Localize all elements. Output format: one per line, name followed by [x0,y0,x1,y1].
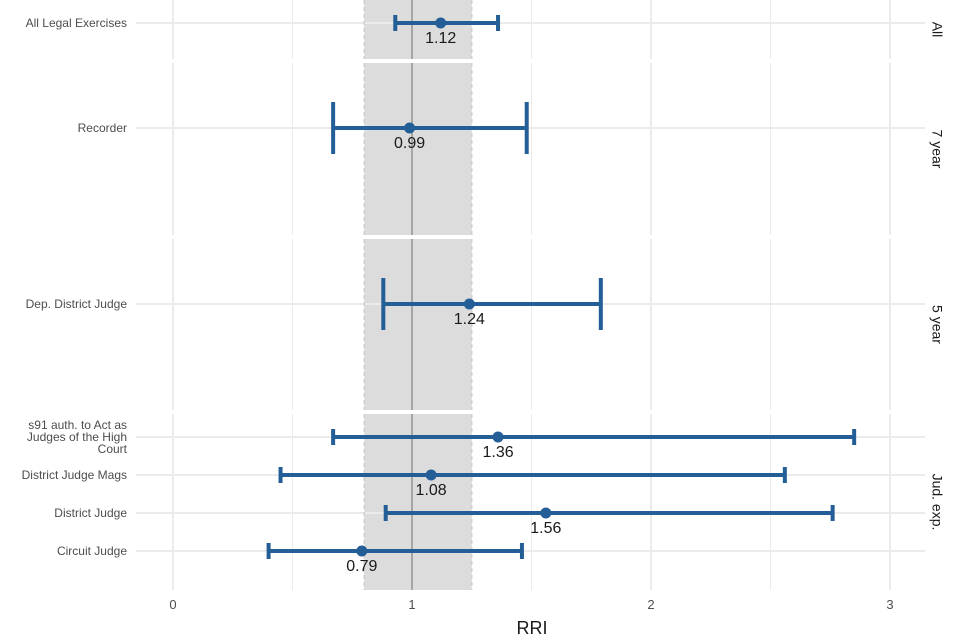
category-label: District Judge [54,506,127,520]
category-label: All Legal Exercises [26,16,127,30]
estimate-point [435,17,447,29]
facet-label: 7 year [929,130,945,169]
x-tick-label: 1 [408,597,415,612]
x-tick-label: 2 [647,597,654,612]
value-label: 1.08 [416,482,447,499]
estimate-point [425,469,437,481]
category-label: Judges of the High [27,430,127,444]
facet-label: 5 year [929,305,945,344]
panels: All Legal Exercises 1.12 All Recorder 0.99 7 … [22,0,945,590]
category-label: Recorder [78,121,127,135]
estimate-point [540,507,552,519]
value-label: 1.12 [425,30,456,47]
estimate-point [404,122,416,134]
reference-band [364,0,472,59]
reference-band [364,63,472,235]
facet-label: All [929,22,945,38]
category-label: s91 auth. to Act as [28,418,127,432]
estimate-point [356,545,368,557]
category-label: Circuit Judge [57,544,127,558]
x-tick-label: 3 [886,597,893,612]
category-label: District Judge Mags [22,468,127,482]
x-tick-label: 0 [169,597,176,612]
panel-2: Dep. District Judge 1.24 5 year [26,239,945,410]
panel-0: All Legal Exercises 1.12 All [26,0,945,59]
category-label: Dep. District Judge [26,297,128,311]
reference-band [364,414,472,590]
panel-1: Recorder 0.99 7 year [78,63,945,235]
estimate-point [463,298,475,310]
estimate-point [492,431,504,443]
value-label: 1.24 [454,311,485,328]
value-label: 0.79 [346,558,377,575]
x-axis-ticks: 0 1 2 3 [169,597,893,612]
value-label: 1.36 [482,444,513,461]
category-label: Court [98,442,128,456]
facet-label: Jud. exp. [929,474,945,531]
value-label: 1.56 [530,520,561,537]
x-axis-title: RRI [517,618,548,638]
value-label: 0.99 [394,135,425,152]
